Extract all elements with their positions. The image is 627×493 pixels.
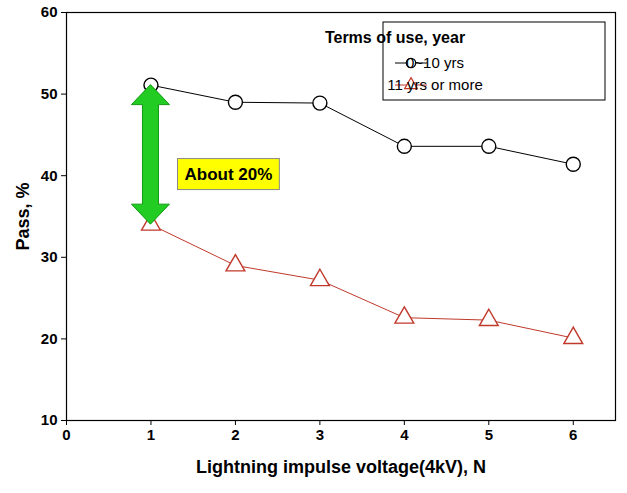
svg-text:30: 30 [41,248,58,265]
svg-text:Pass, %: Pass, % [13,182,33,250]
svg-text:About 20%: About 20% [185,165,273,184]
svg-text:3: 3 [316,426,324,443]
svg-text:0~10 yrs: 0~10 yrs [406,54,464,71]
svg-text:20: 20 [41,330,58,347]
svg-text:60: 60 [41,3,58,20]
svg-text:Terms of use, year: Terms of use, year [325,29,465,46]
svg-text:6: 6 [569,426,577,443]
svg-text:10: 10 [41,411,58,428]
svg-text:Lightning impulse voltage(4kV): Lightning impulse voltage(4kV), N [196,457,486,477]
svg-text:1: 1 [147,426,155,443]
svg-text:5: 5 [485,426,493,443]
svg-text:50: 50 [41,85,58,102]
svg-text:0: 0 [62,426,70,443]
svg-text:11 yrs or more: 11 yrs or more [387,76,483,93]
svg-text:40: 40 [41,167,58,184]
svg-text:2: 2 [231,426,239,443]
svg-text:4: 4 [400,426,409,443]
